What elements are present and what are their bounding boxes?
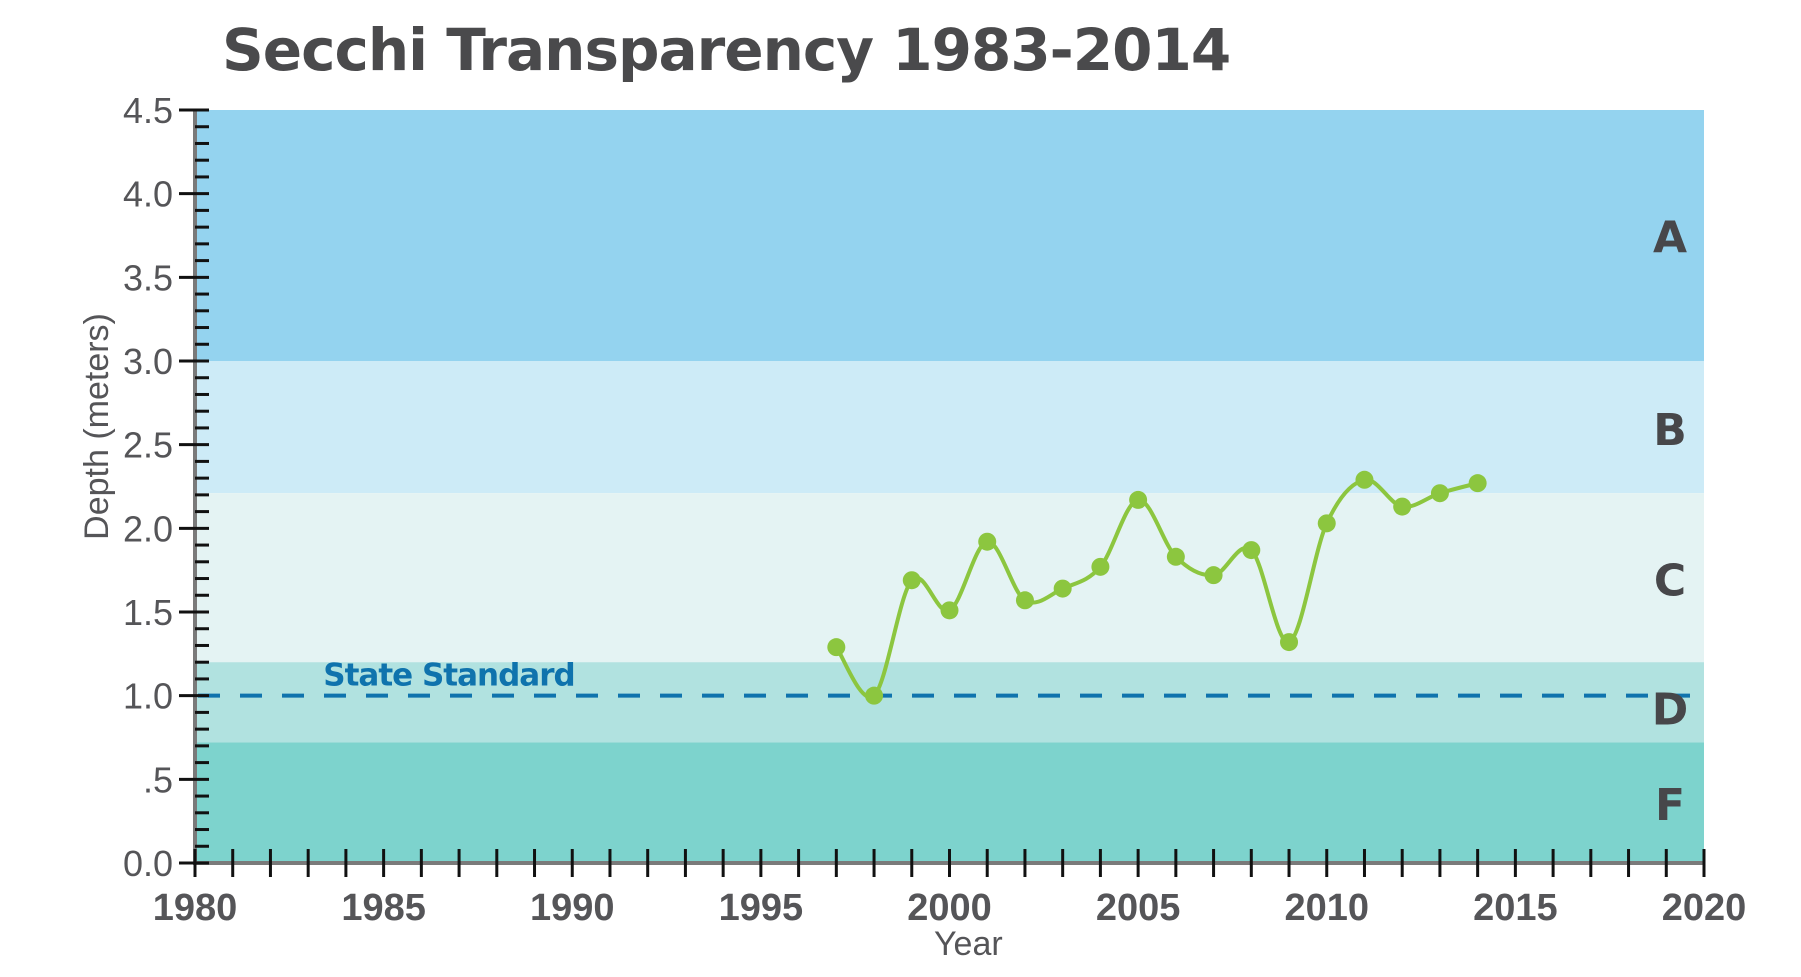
y-tick-label: 2.0: [123, 508, 173, 549]
data-point-2014: [1468, 474, 1487, 493]
x-tick-label: 2005: [1096, 887, 1181, 929]
data-point-2009: [1280, 633, 1299, 652]
y-axis-label: Depth (meters): [78, 313, 116, 540]
x-axis-label: Year: [934, 925, 1003, 963]
x-tick-label: 2000: [907, 887, 992, 929]
data-point-2008: [1242, 541, 1261, 560]
x-tick-label: 1980: [153, 887, 238, 929]
band-d: [195, 662, 1704, 743]
y-tick-label: 3.5: [123, 257, 173, 298]
data-point-2002: [1015, 591, 1034, 610]
x-tick-label: 1985: [341, 887, 426, 929]
x-tick-label: 2015: [1473, 887, 1558, 929]
data-point-2011: [1355, 470, 1374, 489]
band-c: [195, 493, 1704, 663]
y-tick-label: 4.5: [123, 90, 173, 131]
x-tick-label: 1990: [530, 887, 615, 929]
series: [827, 470, 1487, 705]
data-point-2004: [1091, 557, 1110, 576]
grade-labels: A B C DF: [1652, 213, 1689, 831]
grade-label-a: A: [1653, 213, 1687, 264]
band-a: [195, 110, 1704, 361]
y-tick-label: 1.0: [123, 676, 173, 717]
grade-label-b: B: [1653, 405, 1687, 456]
state-standard-label: State Standard: [323, 658, 574, 694]
data-point-2001: [978, 532, 997, 551]
data-point-2010: [1317, 514, 1336, 533]
y-tick-label: 1.5: [123, 592, 173, 633]
x-tick-label: 2010: [1284, 887, 1369, 929]
y-tick-label: 4.0: [123, 174, 173, 215]
data-point-2006: [1166, 547, 1185, 566]
y-tick-label: 3.0: [123, 341, 173, 382]
data-point-2005: [1129, 490, 1148, 509]
data-point-1999: [902, 571, 921, 590]
reference-line-group: State Standard: [198, 658, 1704, 698]
data-point-2003: [1053, 579, 1072, 598]
grade-label-c: C: [1654, 556, 1686, 607]
data-point-2012: [1393, 497, 1412, 516]
grade-label-d: D: [1652, 684, 1689, 735]
axes: 0.0 .5 1.0 1.5 2.0 2.5 3.0 3.5 4.0 4.5 1980 1985 199…: [123, 90, 1746, 929]
data-point-2013: [1430, 484, 1449, 503]
grade-bands: [195, 110, 1704, 863]
chart-title: Secchi Transparency 1983-2014: [222, 16, 1230, 84]
y-tick-label: 2.5: [123, 425, 173, 466]
x-tick-label: 2020: [1662, 887, 1747, 929]
data-point-2007: [1204, 566, 1223, 585]
data-point-1997: [827, 638, 846, 657]
y-tick-label: 0.0: [123, 843, 173, 884]
band-b: [195, 361, 1704, 494]
data-point-1998: [865, 686, 884, 705]
grade-label-f: F: [1655, 780, 1685, 831]
data-point-2000: [940, 601, 959, 620]
y-tick-label: .5: [143, 759, 173, 800]
band-f: [195, 742, 1704, 863]
x-tick-label: 1995: [719, 887, 804, 929]
